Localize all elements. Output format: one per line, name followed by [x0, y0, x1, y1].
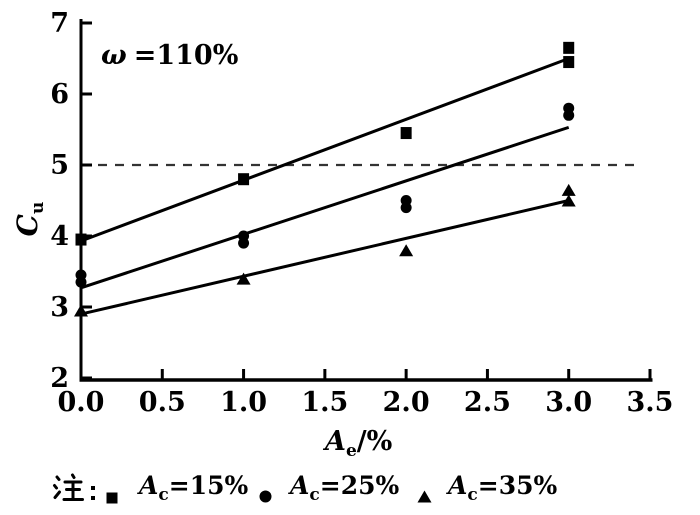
- data-point-circle: [400, 195, 412, 206]
- x-tick-label: 1.0: [220, 387, 267, 418]
- legend-marker-circle: [259, 480, 272, 509]
- annotation-moisture: ω =110%: [101, 40, 238, 71]
- y-tick-label: 6: [50, 79, 69, 110]
- data-point-square: [238, 173, 250, 186]
- x-axis-title: Ae/%: [325, 426, 393, 460]
- data-point-triangle: [399, 244, 414, 257]
- legend-marker-square: [106, 481, 118, 510]
- legend-entry-value: =35%: [477, 471, 558, 500]
- annotation-text: =110%: [133, 40, 239, 71]
- x-axis-title-sub: e: [345, 441, 357, 461]
- y-tick-label: 3: [50, 292, 69, 323]
- trend-line-circle: [80, 125, 570, 290]
- legend-entry-15pct: Ac=15%: [139, 471, 249, 504]
- legend-entry-main: A: [139, 471, 159, 500]
- data-point-circle: [75, 269, 87, 281]
- data-point-triangle: [74, 304, 88, 317]
- x-axis-title-suffix: /%: [356, 426, 393, 457]
- trend-line-triangle: [80, 199, 570, 316]
- data-point-square: [75, 233, 87, 246]
- legend-entry-25pct: Ac=25%: [290, 471, 400, 504]
- note-label: 注：: [52, 473, 100, 511]
- data-point-circle: [238, 230, 250, 242]
- x-tick-label: 3.0: [545, 387, 592, 418]
- omega-symbol: ω: [101, 40, 127, 71]
- y-tick-label: 2: [50, 363, 69, 394]
- legend-entry-35pct: Ac=35%: [448, 471, 558, 504]
- legend-entry-sub: c: [158, 485, 169, 505]
- legend-entry-main: A: [290, 471, 310, 500]
- y-axis-title: Cu: [9, 183, 48, 255]
- data-point-triangle: [561, 183, 576, 196]
- data-point-square: [563, 56, 575, 69]
- y-tick-label: 7: [50, 8, 69, 39]
- legend-marker-triangle: [417, 480, 432, 509]
- x-tick-label: 0.0: [58, 387, 105, 418]
- x-tick-label: 2.0: [383, 387, 430, 418]
- legend: 注： Ac=15% Ac=25% Ac=35%: [0, 468, 700, 512]
- y-axis-title-main: C: [11, 214, 44, 237]
- trend-line-square: [80, 57, 570, 243]
- data-point-square: [563, 41, 575, 54]
- legend-entry-value: =25%: [319, 471, 400, 500]
- y-tick-label: 4: [50, 221, 69, 252]
- legend-entry-sub: c: [467, 485, 478, 505]
- x-tick-label: 0.5: [139, 387, 186, 418]
- note-label-glyph: [53, 473, 95, 501]
- data-point-square: [400, 127, 412, 140]
- x-axis-title-main: A: [325, 426, 346, 457]
- x-tick-label: 2.5: [464, 387, 511, 418]
- x-tick-label: 3.5: [627, 387, 674, 418]
- y-axis-title-sub: u: [28, 201, 48, 215]
- legend-entry-value: =15%: [168, 471, 249, 500]
- data-point-triangle: [561, 194, 576, 207]
- x-tick-label: 1.5: [301, 387, 348, 418]
- legend-entry-sub: c: [309, 485, 320, 505]
- data-point-triangle: [236, 272, 251, 285]
- y-tick-label: 5: [50, 150, 69, 181]
- legend-entry-main: A: [448, 471, 468, 500]
- data-point-circle: [563, 102, 575, 114]
